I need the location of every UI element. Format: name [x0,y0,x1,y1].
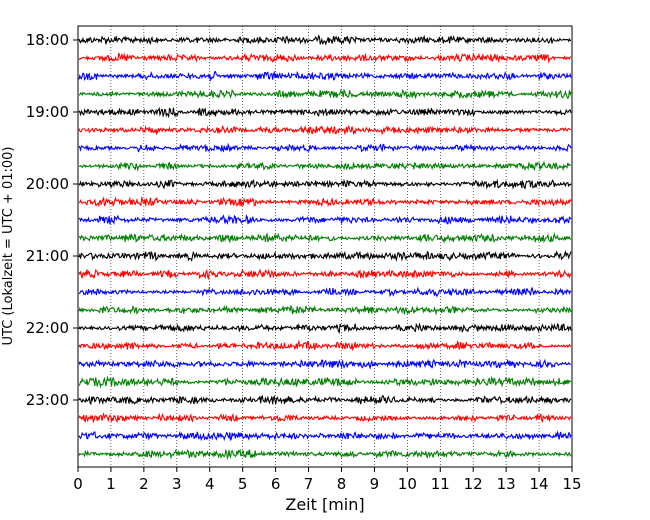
seismic-trace [78,178,572,190]
seismic-trace [78,88,572,100]
seismic-trace [78,375,572,389]
seismic-trace [78,124,572,136]
x-tick-label: 5 [238,475,248,493]
x-axis-label: Zeit [min] [285,495,364,514]
y-tick-label: 21:00 [26,247,69,265]
x-tick-label: 1 [106,475,116,493]
y-tick-label: 18:00 [26,31,69,49]
y-tick-label: 20:00 [26,175,69,193]
y-axis-ticks: 18:00 19:00 20:00 21:00 22:00 23:00 [26,31,78,409]
plot-frame [77,25,573,468]
y-axis-label: UTC (Lokalzeit = UTC + 01:00) [1,147,16,346]
seismic-trace [78,34,571,46]
plot-background [78,26,572,467]
y-tick-label: 22:00 [26,319,69,337]
x-tick-label: 11 [431,475,450,493]
seismic-trace [78,231,572,244]
seismic-trace [78,358,572,370]
x-tick-label: 8 [337,475,347,493]
seismic-trace [78,448,572,461]
seismic-trace [78,412,572,424]
x-tick-label: 14 [530,475,549,493]
x-tick-label: 9 [370,475,380,493]
seismic-trace [78,52,572,64]
seismic-trace [78,268,572,281]
x-axis-ticks: 0 1 2 3 4 5 6 7 8 9 10 11 12 13 14 15 [73,467,582,493]
x-tick-label: 0 [73,475,83,493]
seismic-trace [78,286,572,298]
seismic-trace [78,430,572,442]
x-tick-label: 15 [562,475,581,493]
x-tick-label: 6 [271,475,281,493]
x-tick-label: 13 [497,475,516,493]
seismic-trace [78,142,572,153]
seismic-trace [78,214,572,226]
seismic-trace [78,249,572,262]
x-tick-label: 7 [304,475,314,493]
x-tick-label: 10 [398,475,417,493]
seismic-trace [78,106,572,119]
seismic-trace [78,196,572,208]
seismic-trace [78,339,572,352]
seismic-trace [78,322,572,334]
seismic-trace [78,394,572,406]
seismic-traces [78,34,572,461]
x-tick-label: 3 [172,475,182,493]
seismic-trace [78,70,572,82]
x-tick-label: 2 [139,475,149,493]
x-tick-label: 12 [464,475,483,493]
seismic-trace [78,304,572,316]
y-tick-label: 23:00 [26,391,69,409]
seismic-trace [78,160,572,172]
x-tick-label: 4 [205,475,215,493]
y-tick-label: 19:00 [26,103,69,121]
